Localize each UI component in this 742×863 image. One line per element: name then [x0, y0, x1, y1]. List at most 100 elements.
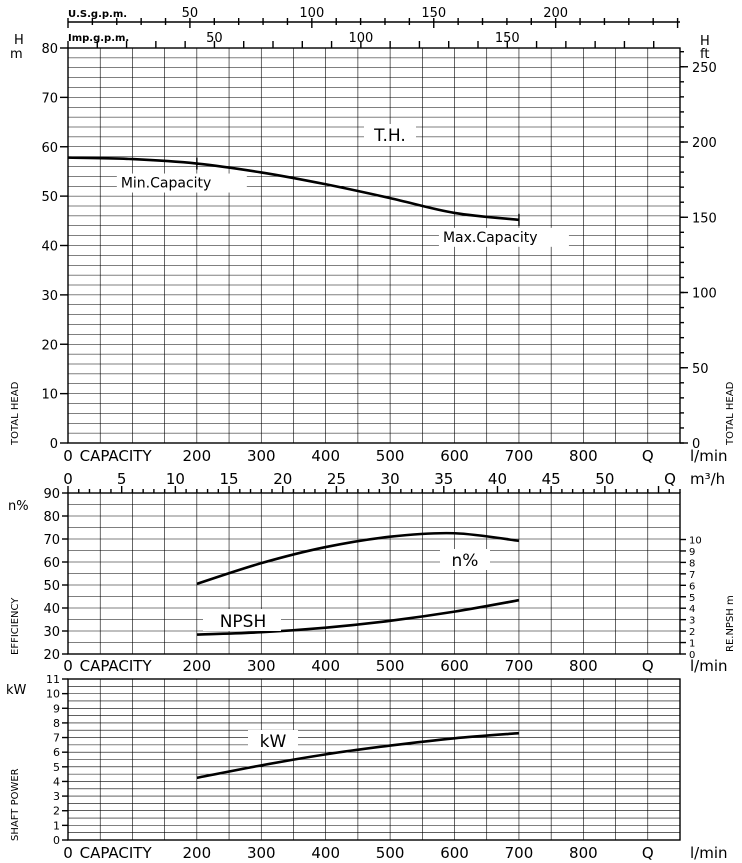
y-tick-label: 50 [41, 190, 58, 205]
x-tick-label: 500 [376, 657, 405, 675]
x-tick-label: 700 [505, 447, 534, 465]
y-tick-label: 7 [53, 732, 60, 745]
y-axis-unit: kW [6, 683, 27, 698]
m3h-label: 10 [166, 470, 185, 488]
label-layer: 01020304050607080Hm050100150200250HftTOT… [6, 6, 736, 862]
x-tick-label: 500 [376, 844, 405, 862]
imp-gpm-label: 50 [206, 31, 223, 46]
m3h-label: 45 [542, 470, 561, 488]
m3h-end-label: Q [664, 470, 676, 488]
x-tick-label: Q [642, 657, 654, 675]
y-axis-symbol: H [14, 33, 24, 48]
y2-axis-unit: ft [700, 47, 709, 62]
efficiency-series-label: n% [452, 551, 479, 571]
power-series-label: kW [260, 732, 287, 752]
y2-tick-label: 4 [689, 604, 695, 615]
x-tick-label: 0 [63, 657, 73, 675]
y-tick-label: 30 [43, 625, 60, 640]
x-tick-label: 600 [440, 657, 469, 675]
y-axis-title: SHAFT POWER [10, 768, 21, 841]
x-tick-label: 800 [569, 844, 598, 862]
y2-tick-label: 9 [689, 547, 695, 558]
chart-title: T.H. [373, 126, 406, 146]
y-tick-label: 9 [53, 702, 60, 715]
y-tick-label: 4 [53, 775, 60, 788]
y-tick-label: 30 [41, 289, 58, 304]
y-tick-label: 60 [43, 556, 60, 571]
imp-gpm-label: 100 [348, 31, 373, 46]
y-tick-label: 40 [43, 602, 60, 617]
annotation-label: Max.Capacity [443, 230, 538, 246]
y-tick-label: 0 [53, 834, 60, 847]
x-tick-label: Q [642, 844, 654, 862]
m3h-label: 20 [273, 470, 292, 488]
y-tick-label: 10 [46, 688, 60, 701]
y-tick-label: 80 [43, 510, 60, 525]
y-tick-label: 80 [41, 42, 58, 57]
x-axis-title: CAPACITY [80, 844, 153, 862]
axis-layer [60, 18, 688, 841]
x-tick-label: 500 [376, 447, 405, 465]
imp-gpm-label: 150 [495, 31, 520, 46]
grid-layer [67, 47, 681, 841]
y2-tick-label: 6 [689, 581, 695, 592]
x-tick-label: Q [642, 447, 654, 465]
y-axis-title: EFFICIENCY [10, 597, 21, 655]
y-tick-label: 70 [41, 91, 58, 106]
series-label-bg [248, 730, 298, 751]
m3h-label: 5 [117, 470, 127, 488]
x-tick-label: 200 [183, 844, 212, 862]
m3h-label: 0 [63, 470, 73, 488]
y2-tick-label: 0 [689, 650, 695, 661]
x-tick-label: 700 [505, 844, 534, 862]
y-axis-unit: n% [8, 499, 29, 514]
efficiency-curve [196, 531, 520, 586]
y2-tick-label: 50 [692, 362, 709, 377]
y-tick-label: 1 [53, 819, 60, 832]
m3h-unit: m³/h [690, 470, 725, 488]
y-tick-label: 11 [46, 673, 60, 686]
annotation-bg [116, 173, 247, 193]
x-axis-title: CAPACITY [80, 657, 153, 675]
y-axis-title: TOTAL HEAD [10, 381, 21, 446]
y2-tick-label: 2 [689, 627, 695, 638]
x-tick-label: 300 [247, 657, 276, 675]
y-tick-label: 2 [53, 805, 60, 818]
y-tick-label: 6 [53, 746, 60, 759]
y2-axis-title: TOTAL HEAD [725, 381, 736, 446]
us-gpm-label: 50 [182, 6, 199, 21]
npsh-curve [196, 598, 520, 636]
x-tick-label: 800 [569, 447, 598, 465]
y2-tick-label: 0 [692, 437, 700, 452]
m3h-label: 35 [434, 470, 453, 488]
x-tick-label: 200 [183, 657, 212, 675]
curve-layer [67, 156, 520, 780]
x-tick-label: 300 [247, 844, 276, 862]
x-tick-label: 0 [63, 447, 73, 465]
y-tick-label: 50 [43, 579, 60, 594]
x-tick-label: 300 [247, 447, 276, 465]
y-tick-label: 20 [41, 338, 58, 353]
npsh-series-label: NPSH [220, 612, 267, 632]
y2-tick-label: 5 [689, 593, 695, 604]
x-tick-label: 600 [440, 844, 469, 862]
y-tick-label: 3 [53, 790, 60, 803]
y2-tick-label: 100 [692, 287, 717, 302]
m3h-label: 15 [220, 470, 239, 488]
x-tick-label: 600 [440, 447, 469, 465]
y-tick-label: 10 [41, 388, 58, 403]
title-bg [364, 124, 416, 146]
y-tick-label: 60 [41, 141, 58, 156]
y2-tick-label: 10 [689, 536, 702, 547]
us-gpm-label: 200 [543, 6, 568, 21]
m3h-label: 40 [488, 470, 507, 488]
head-curve [67, 156, 520, 222]
us-gpm-label: 150 [421, 6, 446, 21]
y2-tick-label: 3 [689, 616, 695, 627]
series-label-bg [440, 549, 490, 570]
y2-tick-label: 8 [689, 558, 695, 569]
imp-gpm-title: Imp.g.p.m. [68, 33, 129, 44]
y-tick-label: 20 [43, 648, 60, 663]
y2-tick-label: 250 [692, 61, 717, 76]
y2-axis-title: RE.NPSH m [725, 595, 736, 652]
